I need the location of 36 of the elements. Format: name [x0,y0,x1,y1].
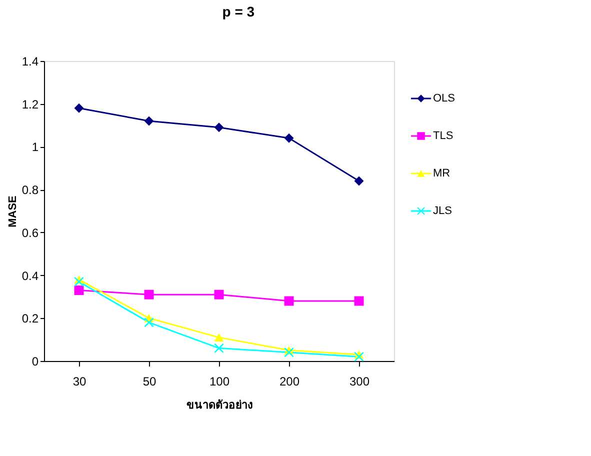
point [354,176,364,186]
y-tick-label: 0.8 [22,183,39,198]
x-tick-label: 100 [209,374,230,388]
legend-label: JLS [433,205,452,217]
point [74,276,84,286]
y-tick-label: 0.2 [22,312,39,326]
point [214,122,224,132]
x-tick-label: 200 [279,374,300,388]
point [284,133,294,143]
point [74,103,84,113]
y-tick-label: 1 [32,140,39,154]
point [144,318,154,328]
legend-label: TLS [433,130,454,142]
point [214,343,224,353]
chart-title: p = 3 [222,4,255,20]
point [284,296,294,306]
point [144,290,154,300]
point [354,296,364,306]
y-tick-label: 1.2 [22,97,39,112]
x-axis-title: ขนาดตัวอย่าง [186,398,252,412]
point [214,290,224,300]
point [214,333,224,342]
y-axis-title: MASE [6,196,19,228]
y-tick-label: 1.4 [22,54,39,68]
x-tick-label: 30 [72,374,86,388]
y-tick-label: 0.4 [22,268,39,283]
legend-label: MR [433,168,450,180]
point [354,352,364,362]
y-tick-label: 0.6 [22,226,39,240]
point [74,286,84,296]
x-tick-label: 300 [349,374,370,388]
point [284,348,294,358]
y-tick-label: 0 [32,354,39,368]
point [144,116,154,126]
x-tick-label: 50 [142,374,156,388]
legend-label: OLS [433,92,456,104]
